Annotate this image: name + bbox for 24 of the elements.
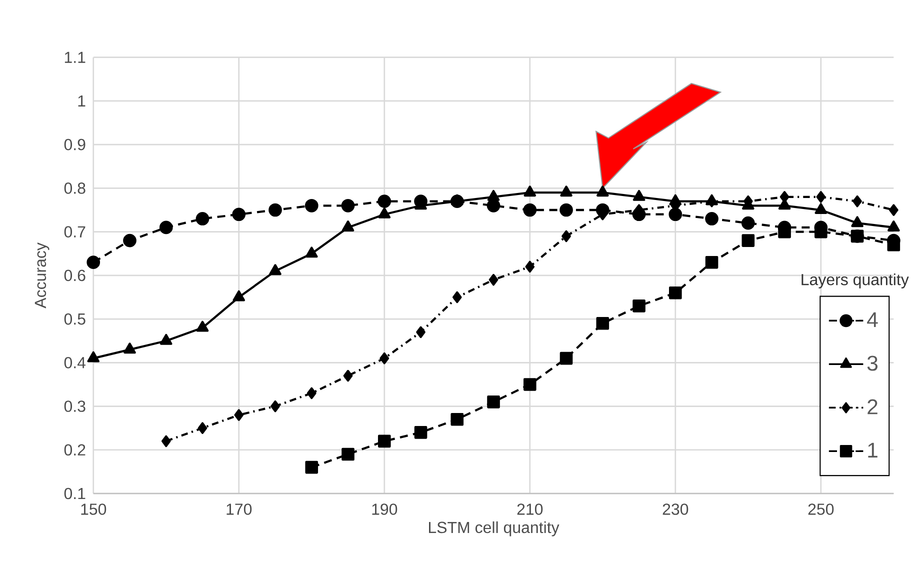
- y-tick-label: 0.7: [64, 226, 86, 238]
- y-tick-label: 0.9: [64, 138, 86, 150]
- y-tick-label: 0.6: [64, 270, 86, 281]
- x-tick-label: 230: [662, 503, 688, 515]
- y-tick-label: 0.8: [64, 182, 86, 194]
- y-tick-label: 1: [78, 95, 86, 106]
- y-tick-label: 0.2: [64, 444, 86, 456]
- legend-title: Layers quantity: [802, 273, 909, 288]
- x-tick-label: 170: [226, 503, 252, 515]
- x-tick-label: 210: [517, 503, 543, 515]
- legend-label: 4: [867, 312, 878, 327]
- x-tick-label: 250: [808, 503, 834, 515]
- legend-label: 2: [868, 399, 878, 414]
- y-tick-label: 0.3: [64, 400, 86, 412]
- x-axis-title: LSTM cell quantity: [429, 521, 560, 536]
- y-tick-label: 0.4: [64, 356, 86, 368]
- y-axis-title: Accuracy: [34, 242, 50, 308]
- y-tick-label: 0.1: [64, 488, 86, 500]
- legend-label: 1: [868, 442, 878, 458]
- x-tick-label: 190: [372, 503, 398, 515]
- y-tick-label: 0.5: [64, 313, 86, 325]
- x-tick-label: 150: [81, 503, 106, 515]
- y-tick-label: 1.1: [64, 52, 86, 63]
- legend-label: 3: [867, 356, 878, 371]
